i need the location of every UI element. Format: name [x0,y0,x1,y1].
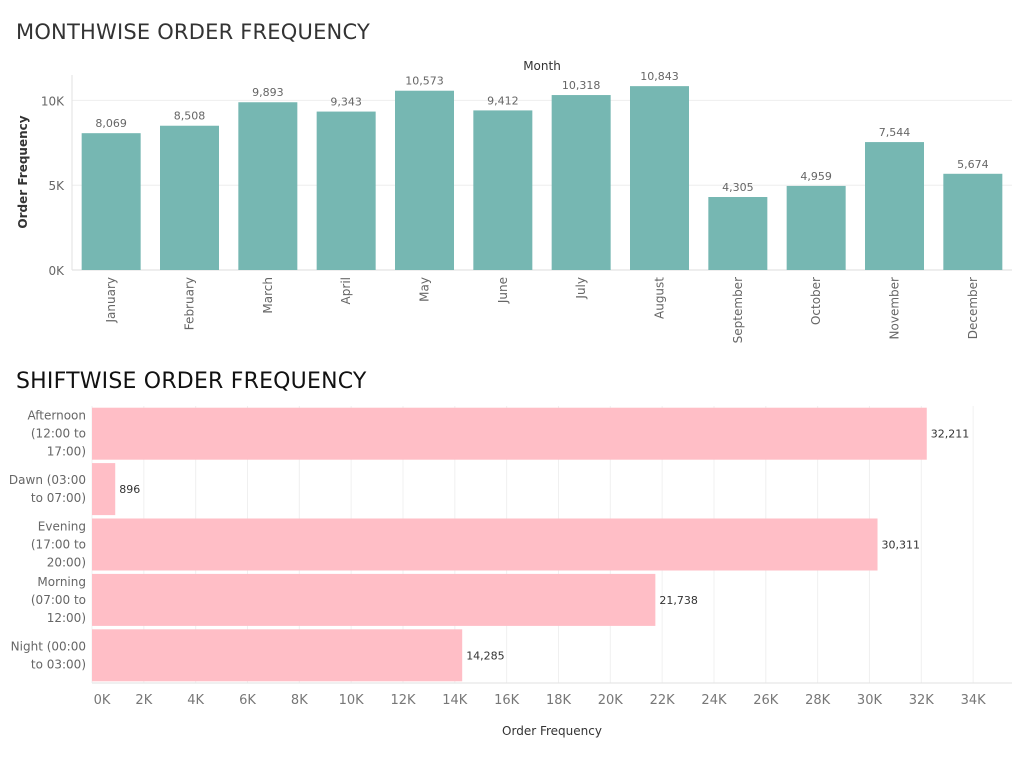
x-tick-label: September [731,277,745,343]
bar-shift [92,463,116,516]
bar-shift [92,407,927,460]
x-tick-label: 28K [805,693,831,708]
y-category-label: Morning (07:00 to 12:00) [31,575,86,625]
x-axis-title: Month [523,59,561,73]
bar-december [943,173,1003,270]
x-tick-label: 20K [598,693,624,708]
x-tick-label: 16K [494,693,520,708]
bar-february [160,125,219,270]
x-tick-label: 14K [442,693,468,708]
y-category-label: Dawn (03:00 to 07:00) [9,473,86,505]
bar-april [316,111,376,270]
monthwise-bar-chart: 0K 5K 10K Month Order Frequency 8,069 January 8… [16,59,1012,343]
bar-value-label: 8,508 [174,110,206,123]
bar-july [551,95,611,271]
y-category-label: Afternoon (12:00 to 17:00) [28,409,87,459]
y-category-label-line: to 03:00) [31,657,86,671]
bar-october [786,185,846,270]
bar-value-label: 5,674 [957,158,989,171]
y-category-label-line: 17:00) [47,445,86,459]
y-category-label-line: (12:00 to [31,427,86,441]
x-tick-label: 10K [339,693,365,708]
y-category-label-line: (17:00 to [31,538,86,552]
y-category-label-line: Dawn (03:00 [9,473,86,487]
bar-september [708,197,768,270]
x-tick-label: November [888,277,902,339]
x-tick-label: February [183,277,197,330]
y-axis-title: Order Frequency [16,115,30,228]
bar-value-label: 10,843 [640,70,679,83]
y-tick-label: 10K [41,94,65,108]
bar-value-label: 9,893 [252,86,284,99]
bar-value-label: 30,311 [882,539,921,552]
bar-shift [92,629,463,682]
x-tick-label: March [261,277,275,314]
bar-march [238,102,298,270]
y-category-label-line: Afternoon [28,409,87,423]
bar-value-label: 4,959 [800,170,832,183]
x-tick-label: 18K [546,693,572,708]
x-tick-label: August [653,277,667,319]
bar-value-label: 10,573 [405,75,444,88]
bar-value-label: 896 [119,483,140,496]
bar-june [473,110,533,271]
x-tick-label: 4K [187,693,204,708]
y-tick-label: 0K [48,264,65,278]
shiftwise-chart-title: SHIFTWISE ORDER FREQUENCY [16,369,367,394]
y-category-label-line: to 07:00) [31,491,86,505]
x-axis-title: Order Frequency [502,724,602,738]
x-tick-label: 26K [753,693,779,708]
bar-value-label: 9,343 [330,96,362,109]
monthwise-chart-title: MONTHWISE ORDER FREQUENCY [16,20,370,44]
bar-value-label: 14,285 [466,649,505,662]
x-tick-label: 2K [135,693,152,708]
bar-november [865,142,924,270]
bar-shift [92,573,656,626]
x-tick-label: 34K [961,693,987,708]
bar-value-label: 4,305 [722,181,754,194]
x-tick-label: July [574,277,588,300]
x-tick-label: April [339,277,353,304]
x-tick-label: 8K [291,693,308,708]
x-tick-label: December [966,277,980,339]
bar-may [395,90,454,271]
bar-value-label: 32,211 [931,428,970,441]
bar-value-label: 8,069 [95,117,127,130]
y-category-label-line: Morning [37,575,86,589]
y-category-label-line: 20:00) [47,556,86,570]
x-tick-label: October [809,277,823,325]
x-tick-label: 22K [650,693,676,708]
x-tick-label: 32K [909,693,935,708]
bar-value-label: 7,544 [879,126,911,139]
bar-january [81,133,141,270]
bar-value-label: 10,318 [562,79,601,92]
bar-shift [92,518,878,571]
x-tick-label: May [418,277,432,302]
y-category-label: Evening (17:00 to 20:00) [31,520,86,570]
y-category-label: Night (00:00 to 03:00) [11,639,86,671]
y-tick-label: 5K [48,179,65,193]
y-category-label-line: 12:00) [47,611,86,625]
x-tick-label: 6K [239,693,256,708]
y-category-label-line: Evening [38,520,86,534]
y-category-label-line: Night (00:00 [11,639,86,653]
x-tick-label: 24K [701,693,727,708]
x-tick-label: 0K [94,693,111,708]
bar-august [630,86,689,270]
bar-value-label: 9,412 [487,94,519,107]
x-tick-label: 12K [390,693,416,708]
bar-value-label: 21,738 [659,594,698,607]
x-tick-label: 30K [857,693,883,708]
x-tick-label: January [104,277,118,324]
x-tick-label: June [496,277,510,304]
y-category-label-line: (07:00 to [31,593,86,607]
